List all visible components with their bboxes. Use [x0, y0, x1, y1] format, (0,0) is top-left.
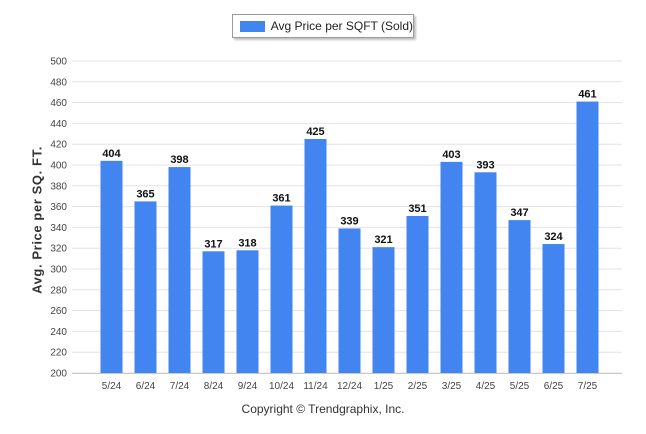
y-tick-label: 300	[50, 265, 67, 276]
x-tick-label: 9/24	[238, 381, 258, 392]
data-label: 347	[510, 207, 528, 219]
bar	[236, 250, 259, 373]
x-tick-label: 4/25	[476, 381, 496, 392]
bar	[304, 139, 327, 373]
bar	[542, 244, 565, 373]
bar	[406, 215, 429, 373]
legend-swatch	[240, 20, 265, 32]
bar	[202, 251, 225, 373]
data-label: 461	[578, 89, 596, 101]
x-axis-ticks: 5/24 6/24 7/24 8/24 9/24 10/24 11/24 12/24 1/25 2…	[102, 381, 598, 392]
y-axis-title: Avg. Price per SQ. FT.	[29, 146, 45, 294]
data-label: 393	[476, 159, 494, 171]
x-tick-label: 8/24	[204, 381, 224, 392]
copyright-text: Copyright © Trendgraphix, Inc.	[241, 402, 405, 416]
y-tick-label: 420	[50, 140, 67, 151]
y-tick-label: 400	[50, 161, 67, 172]
bar	[474, 172, 497, 373]
y-tick-label: 280	[50, 285, 67, 296]
legend-label: Avg Price per SQFT (Sold)	[270, 19, 413, 33]
x-tick-label: 7/24	[170, 381, 190, 392]
y-tick-label: 320	[50, 244, 67, 255]
x-tick-label: 5/24	[102, 381, 122, 392]
data-label: 398	[170, 154, 188, 166]
data-labels: 404 365 398 317 318 361 425 339 321 351 403 393 347 3…	[102, 89, 596, 251]
data-label: 404	[102, 148, 121, 160]
y-tick-label: 240	[50, 327, 67, 338]
x-tick-label: 1/25	[374, 381, 394, 392]
y-tick-label: 500	[50, 57, 67, 68]
data-label: 339	[340, 215, 358, 227]
data-label: 321	[374, 234, 392, 246]
data-label: 365	[136, 188, 154, 200]
x-tick-label: 12/24	[337, 381, 362, 392]
y-tick-label: 260	[50, 306, 67, 317]
bars	[100, 101, 599, 373]
legend: Avg Price per SQFT (Sold)	[232, 14, 414, 38]
y-tick-label: 340	[50, 223, 67, 234]
y-tick-label: 380	[50, 181, 67, 192]
x-tick-label: 2/25	[408, 381, 428, 392]
y-axis-ticks: 200 220 240 260 280 300 320 340 360 380 400 420 440 4…	[50, 57, 67, 380]
y-tick-label: 360	[50, 202, 67, 213]
x-tick-label: 7/25	[578, 381, 598, 392]
x-tick-label: 3/25	[442, 381, 462, 392]
bar	[168, 167, 191, 373]
data-label: 361	[272, 193, 290, 205]
y-tick-label: 220	[50, 348, 67, 359]
x-tick-label: 6/24	[136, 381, 156, 392]
x-tick-label: 11/24	[303, 381, 328, 392]
data-label: 351	[408, 203, 426, 215]
data-label: 403	[442, 149, 460, 161]
y-tick-label: 460	[50, 98, 67, 109]
bar	[440, 161, 463, 373]
bar	[100, 160, 123, 373]
data-label: 324	[544, 231, 563, 243]
x-tick-label: 10/24	[269, 381, 294, 392]
y-tick-label: 200	[50, 369, 67, 380]
y-tick-label: 480	[50, 77, 67, 88]
bar	[372, 247, 395, 373]
data-label: 425	[306, 126, 324, 138]
data-label: 317	[204, 238, 222, 250]
bar	[134, 201, 157, 373]
y-tick-label: 440	[50, 119, 67, 130]
bar	[508, 220, 531, 373]
x-tick-label: 5/25	[510, 381, 530, 392]
bar	[576, 101, 599, 373]
data-label: 318	[238, 237, 256, 249]
bar	[270, 205, 293, 373]
bar	[338, 228, 361, 373]
x-tick-label: 6/25	[544, 381, 564, 392]
